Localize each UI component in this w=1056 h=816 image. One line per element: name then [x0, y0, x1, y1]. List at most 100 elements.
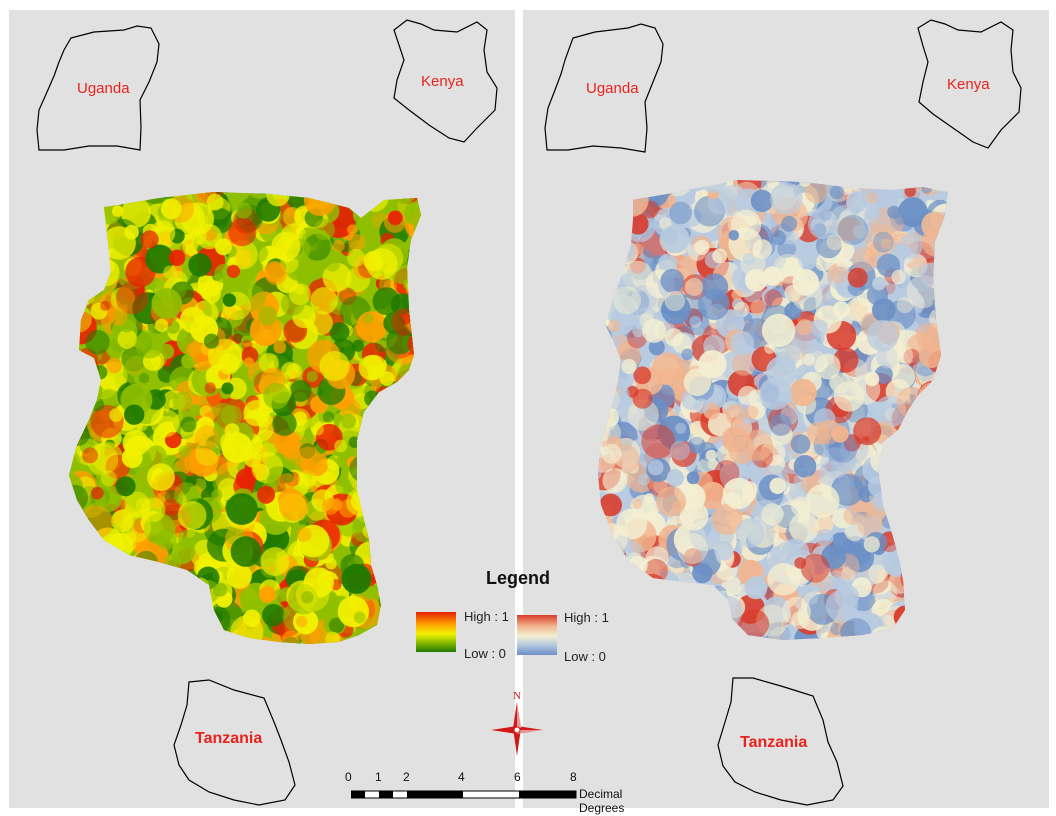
heat-spot	[419, 213, 421, 228]
heat-spot	[903, 533, 923, 553]
heat-spot	[798, 180, 812, 187]
heat-spot	[905, 600, 940, 635]
heat-spot	[930, 257, 948, 283]
heat-spot	[69, 213, 86, 232]
heat-spot	[196, 633, 210, 644]
heat-spot	[69, 449, 81, 476]
heat-spot	[409, 535, 421, 567]
heat-spot	[172, 391, 193, 412]
heat-spot	[74, 192, 102, 201]
heat-spot	[390, 575, 420, 606]
heat-spot	[306, 370, 318, 383]
heat-spot	[889, 486, 904, 501]
heat-spot	[69, 261, 93, 289]
heat-spot	[69, 561, 90, 592]
heat-spot	[226, 563, 252, 589]
heat-spot	[414, 379, 421, 391]
heat-spot	[414, 282, 421, 301]
heat-spot	[73, 192, 90, 198]
kenya-label: Kenya	[421, 73, 464, 90]
heat-spot	[335, 477, 353, 495]
heat-spot	[101, 388, 118, 406]
heat-spot	[136, 582, 153, 599]
heat-spot	[278, 491, 309, 521]
heat-spot	[317, 192, 331, 200]
heat-spot	[945, 224, 948, 235]
heat-spot	[397, 552, 414, 568]
heat-spot	[394, 588, 414, 607]
heat-spot	[930, 587, 947, 605]
heat-spot	[366, 520, 397, 550]
heat-spot	[405, 271, 421, 302]
heat-spot	[90, 192, 112, 204]
heat-spot	[422, 278, 432, 288]
heat-spot	[69, 601, 86, 621]
heat-spot	[866, 631, 888, 640]
heat-spot	[933, 180, 948, 200]
heat-spot	[621, 592, 644, 615]
heat-spot	[295, 578, 330, 612]
heat-spot	[99, 192, 127, 199]
heat-spot	[69, 617, 92, 643]
heat-spot	[725, 640, 737, 652]
heat-spot	[339, 287, 357, 306]
heat-spot	[372, 429, 389, 446]
scale-tick-label: 6	[514, 770, 521, 784]
heat-spot	[412, 250, 421, 281]
kenya-outline	[917, 19, 1022, 149]
heat-spot	[945, 579, 948, 591]
heat-spot	[282, 207, 303, 227]
heat-spot	[691, 433, 703, 445]
heat-spot	[937, 334, 948, 363]
heat-spot	[605, 180, 639, 198]
heat-spot	[852, 224, 867, 239]
heat-spot	[180, 416, 197, 433]
heat-spot	[69, 192, 88, 218]
heat-spot	[70, 389, 88, 407]
heat-spot	[677, 533, 708, 564]
heat-spot	[135, 329, 164, 359]
heat-spot	[649, 180, 671, 190]
heat-spot	[202, 633, 234, 644]
heat-spot	[366, 523, 383, 540]
heat-spot	[914, 510, 938, 534]
heat-spot	[93, 596, 118, 621]
heat-spot	[417, 595, 421, 612]
heat-spot	[379, 542, 409, 572]
heat-spot	[403, 201, 421, 226]
heat-spot	[115, 635, 142, 644]
heat-spot	[159, 595, 170, 606]
heat-spot	[604, 271, 619, 286]
heat-spot	[263, 382, 290, 410]
heat-spot	[826, 234, 843, 251]
tanzania-label: Tanzania	[195, 730, 263, 747]
heat-spot	[410, 295, 421, 312]
heat-spot	[945, 428, 948, 442]
heat-spot	[374, 337, 389, 352]
heat-spot	[379, 445, 408, 474]
heat-spot	[313, 218, 335, 241]
heat-spot	[937, 333, 948, 363]
heat-spot	[397, 491, 412, 506]
heat-spot	[310, 287, 338, 315]
heat-spot	[633, 366, 652, 385]
heat-spot	[695, 624, 717, 640]
heat-spot	[69, 530, 86, 548]
heat-spot	[312, 423, 324, 436]
heat-spot	[916, 485, 931, 501]
heat-spot	[144, 573, 165, 594]
heat-spot	[69, 285, 81, 314]
heat-spot	[325, 631, 341, 644]
heat-spot	[69, 525, 85, 559]
heat-spot	[916, 574, 930, 587]
heat-spot	[897, 549, 909, 561]
heat-spot	[405, 579, 418, 592]
heat-spot	[69, 295, 81, 313]
heat-spot	[409, 278, 421, 306]
heat-spot	[750, 299, 767, 316]
heat-spot	[914, 419, 943, 448]
heat-spot	[926, 630, 942, 640]
heat-spot	[112, 622, 137, 644]
heat-spot	[389, 411, 421, 444]
heat-spot	[352, 192, 365, 201]
